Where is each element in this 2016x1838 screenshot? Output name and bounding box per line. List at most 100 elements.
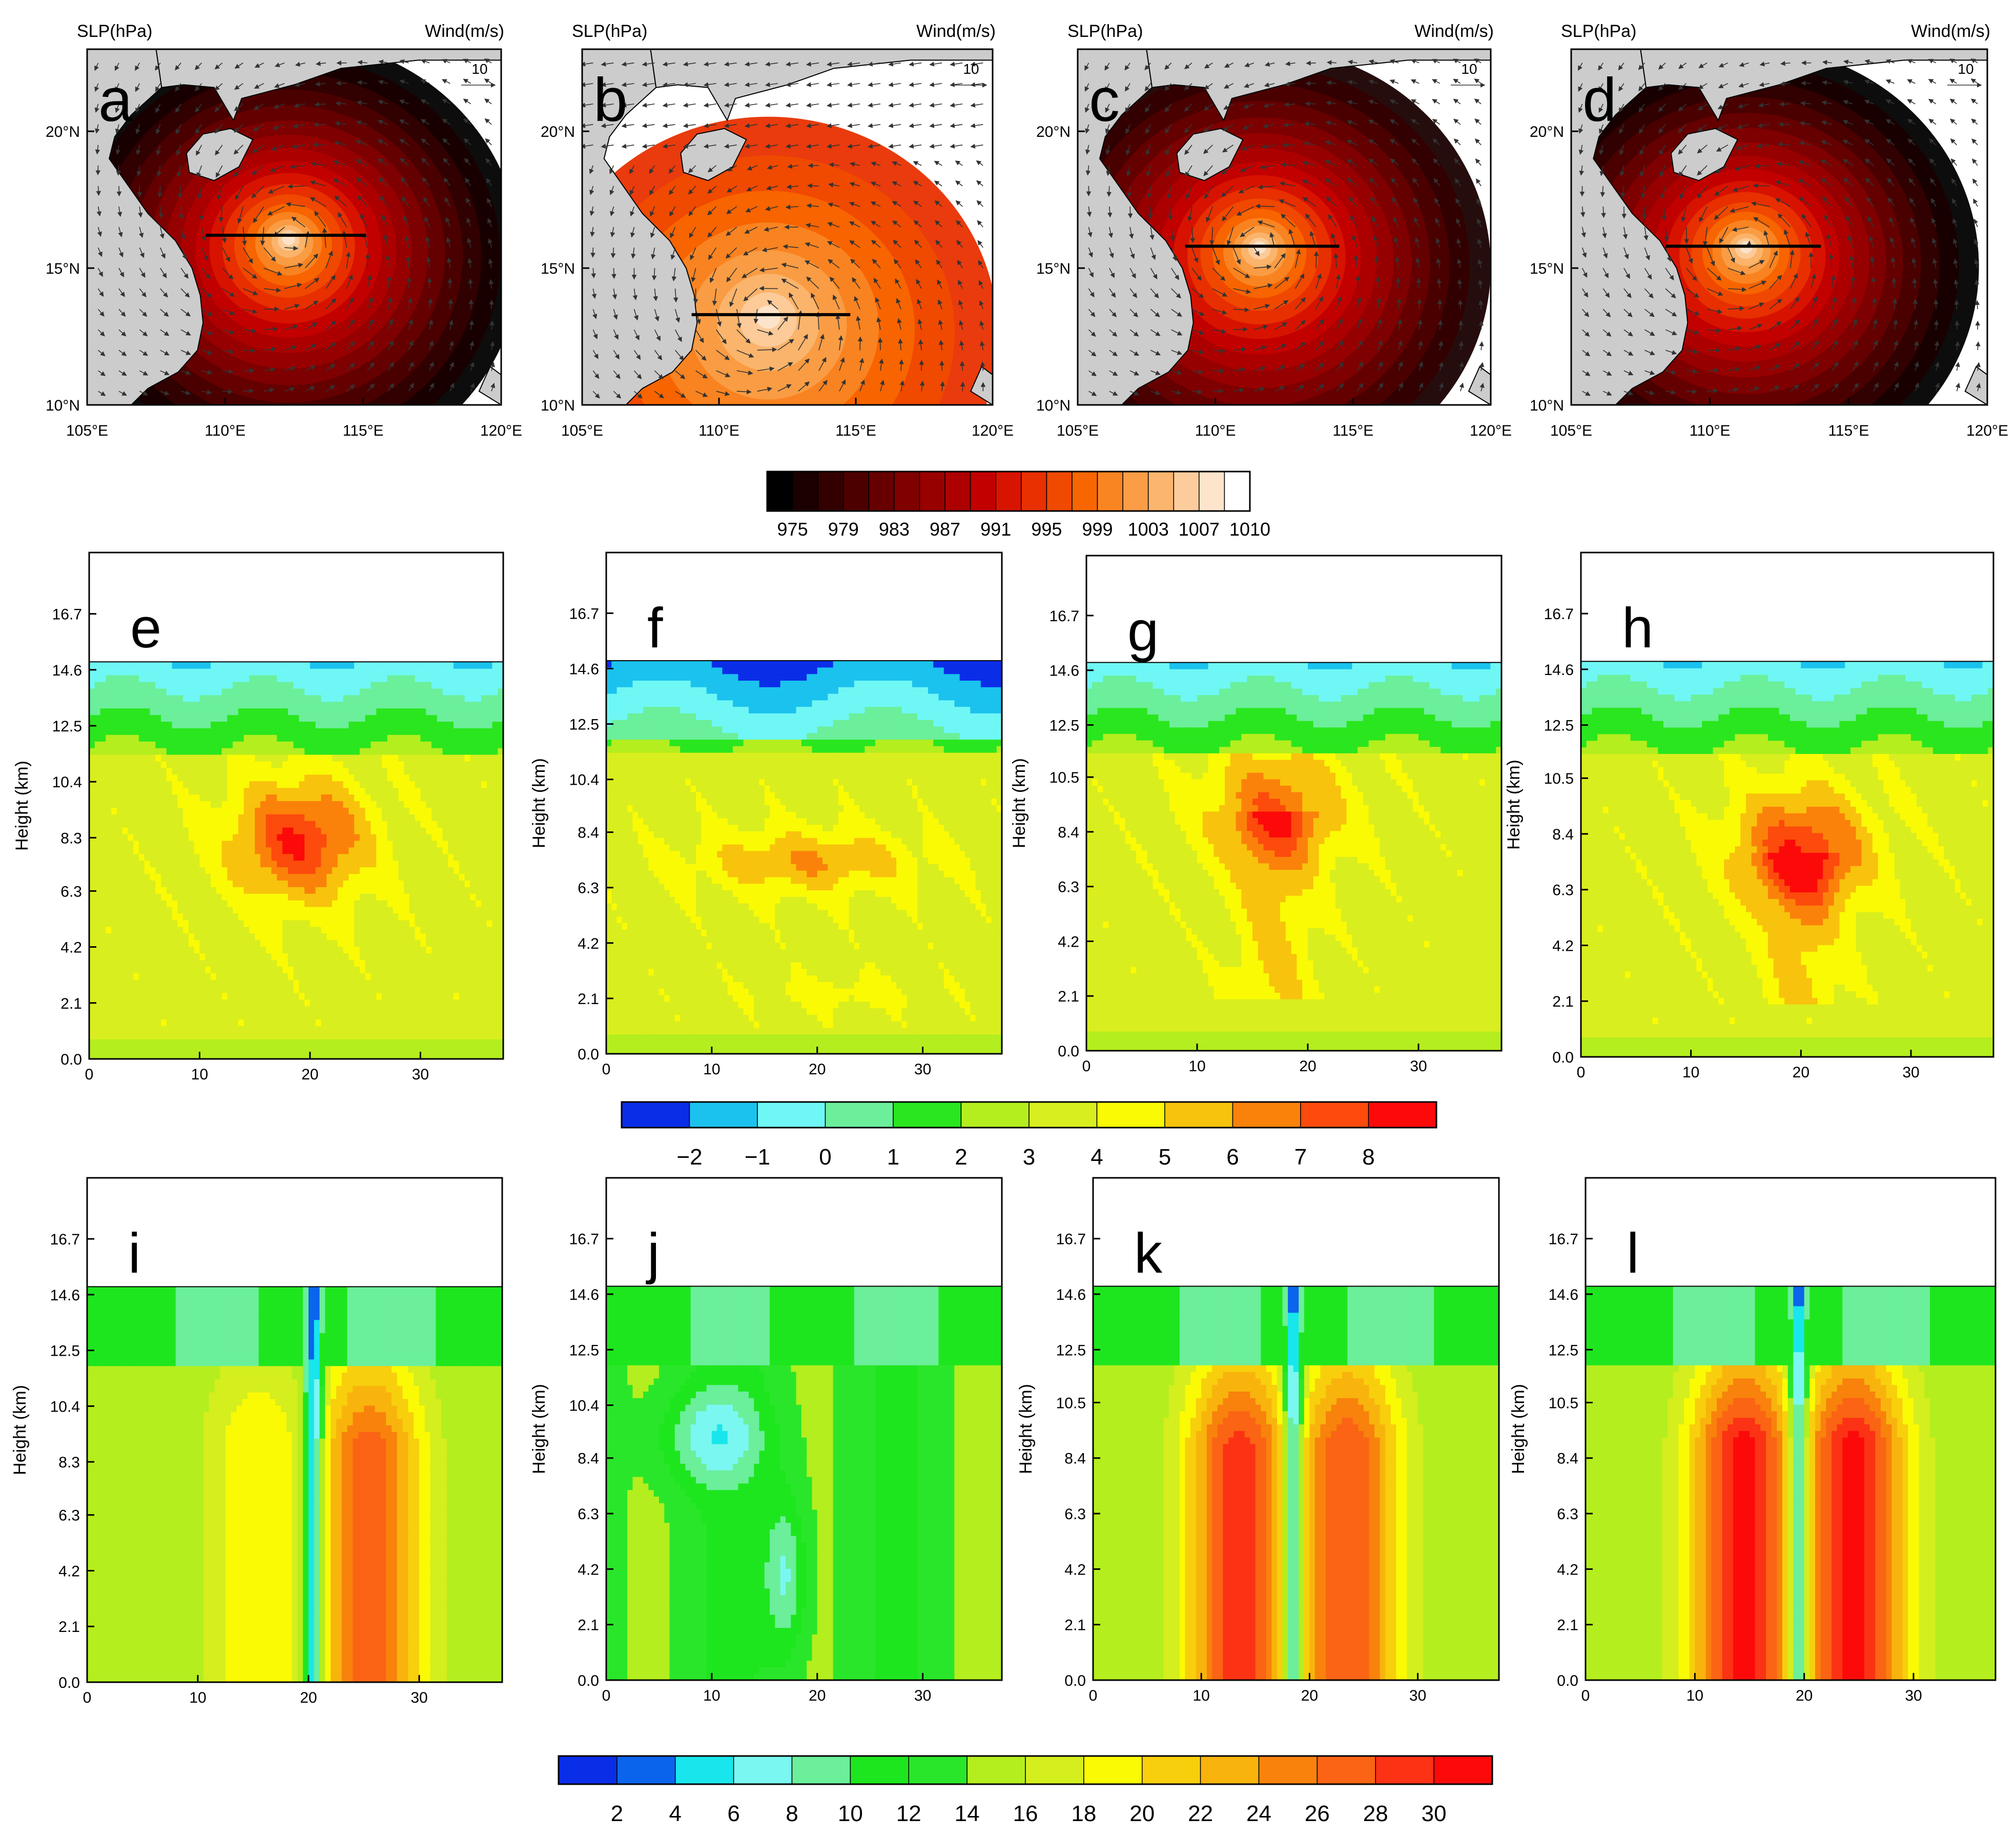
field-cell <box>106 807 112 814</box>
wind-vector <box>420 79 430 84</box>
field-cell <box>343 734 349 742</box>
field-cell <box>354 887 360 894</box>
wind-vector <box>1415 257 1421 269</box>
field-cell <box>89 873 95 881</box>
field-cell <box>188 973 195 980</box>
field-cell <box>321 681 327 689</box>
field-cell <box>243 933 250 941</box>
field-cell <box>293 906 299 914</box>
field-cell <box>216 926 222 934</box>
wind-vector <box>1436 278 1442 289</box>
field-cell <box>277 794 283 801</box>
wind-vector <box>744 123 757 128</box>
field-cell <box>365 814 372 821</box>
wind-vector <box>285 202 305 207</box>
field-cell <box>172 893 178 901</box>
wind-vector <box>1288 229 1296 248</box>
field-cell <box>398 873 404 881</box>
field-cell <box>393 880 399 887</box>
field-cell <box>326 853 333 861</box>
field-cell <box>161 734 167 742</box>
wind-vector <box>315 61 326 66</box>
wind-vector <box>284 246 299 251</box>
wind-vector <box>399 119 409 125</box>
wind-vector <box>423 196 430 207</box>
field-cell <box>287 688 294 696</box>
field-cell <box>211 721 217 728</box>
field-cell <box>89 708 95 716</box>
wind-vector <box>1171 309 1182 317</box>
field-cell <box>155 662 161 669</box>
field-cell <box>116 900 123 907</box>
field-cell <box>177 1019 183 1027</box>
field-cell <box>238 887 244 894</box>
wind-vector <box>233 145 243 155</box>
field-cell <box>89 893 95 901</box>
wind-vector <box>909 82 922 87</box>
field-cell <box>243 774 250 782</box>
field-cell <box>255 999 261 1007</box>
field-cell <box>144 814 151 821</box>
field-cell <box>315 1039 322 1046</box>
field-cell <box>315 761 322 768</box>
field-cell <box>304 913 311 921</box>
field-cell <box>265 973 272 980</box>
field-cell <box>227 979 233 987</box>
field-cell <box>381 1046 388 1053</box>
field-cell <box>299 887 305 894</box>
wind-vector <box>1391 177 1399 187</box>
field-cell <box>216 781 222 788</box>
field-cell <box>282 688 289 696</box>
wind-vector <box>909 144 922 149</box>
field-cell <box>376 966 382 973</box>
wind-vector <box>1454 178 1461 187</box>
field-cell <box>321 1046 327 1053</box>
field-cell <box>376 827 382 834</box>
field-cell <box>398 827 404 834</box>
wind-vector <box>1369 177 1379 187</box>
field-cell <box>233 946 239 953</box>
field-cell <box>255 734 261 742</box>
field-cell <box>144 794 151 801</box>
field-cell <box>282 887 289 894</box>
wind-vector <box>234 63 243 69</box>
field-cell <box>172 748 178 755</box>
field-cell <box>111 714 117 722</box>
wind-vector <box>1253 345 1267 351</box>
field-cell <box>277 959 283 967</box>
field-cell <box>199 728 205 735</box>
field-cell <box>304 973 311 980</box>
field-cell <box>343 979 349 987</box>
field-cell <box>343 946 349 953</box>
wind-vector <box>1479 341 1484 351</box>
field-cell <box>238 714 244 722</box>
field-cell <box>194 681 200 689</box>
field-cell <box>282 714 289 722</box>
wind-vector <box>610 206 615 216</box>
field-cell <box>310 959 316 967</box>
field-cell <box>282 833 289 841</box>
field-cell <box>282 734 289 742</box>
field-cell <box>359 940 366 947</box>
wind-vector <box>242 268 258 279</box>
field-cell <box>404 959 410 967</box>
field-cell <box>249 688 255 696</box>
wind-vector <box>1274 253 1286 269</box>
wind-vector <box>1474 138 1482 146</box>
field-cell <box>371 840 377 848</box>
field-cell <box>293 781 299 788</box>
field-cell <box>326 1026 333 1033</box>
field-cell <box>172 959 178 967</box>
wind-vector <box>806 203 819 209</box>
wind-vector <box>642 123 655 128</box>
field-cell <box>227 1019 233 1027</box>
field-cell <box>233 920 239 927</box>
wind-vector <box>1233 387 1245 393</box>
field-cell <box>326 794 333 801</box>
field-cell <box>249 940 255 947</box>
field-cell <box>287 821 294 828</box>
wind-vector <box>621 62 634 67</box>
field-cell <box>233 966 239 973</box>
field-cell <box>321 807 327 814</box>
